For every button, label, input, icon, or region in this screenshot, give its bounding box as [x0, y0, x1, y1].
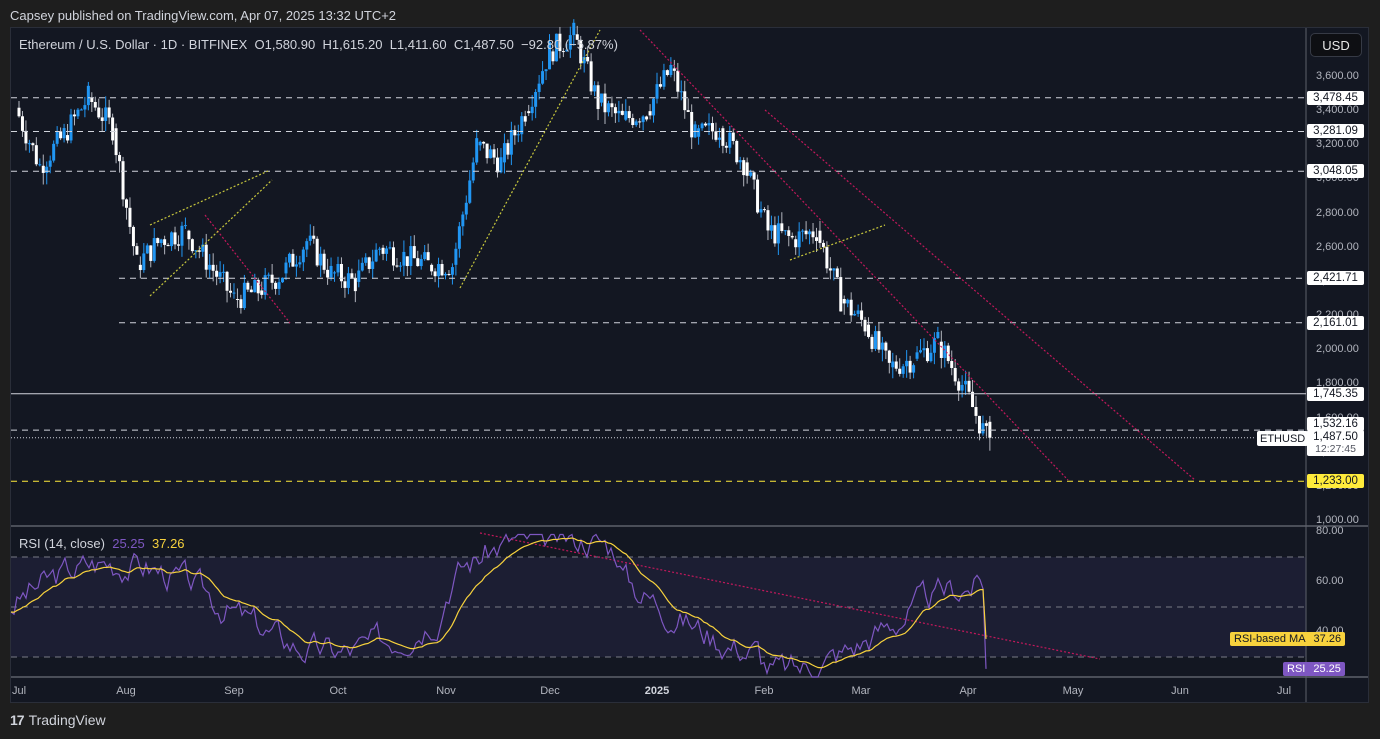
time-tick: Dec [540, 685, 560, 697]
price-tick: 3,600.00 [1316, 70, 1359, 82]
trendline-red-2 [764, 109, 1196, 481]
ohlc-change: −92.80 (−5.87%) [521, 37, 618, 52]
last-price: 1,487.50 [1313, 431, 1358, 443]
rsi-ma-line [10, 537, 987, 669]
time-tick: 2025 [644, 685, 670, 697]
time-tick: Jun [1171, 685, 1189, 697]
rsi-tag: RSI 25.25 [1283, 662, 1345, 676]
rsi-legend: RSI (14, close) 25.25 37.26 [19, 536, 185, 551]
price-tick: 3,400.00 [1316, 104, 1359, 117]
trendline-yellow-3 [459, 29, 601, 289]
trendline-yellow-1 [149, 170, 269, 226]
rsi-line [10, 533, 987, 678]
last-price-label: 1,487.50 12:27:45 [1307, 430, 1364, 456]
ohlc-high: H1,615.20 [322, 37, 383, 52]
price-tick: 1,000.00 [1316, 514, 1359, 526]
currency-button[interactable]: USD [1310, 33, 1362, 57]
ohlc-low: L1,411.60 [389, 37, 447, 52]
price-level-label: 2,421.71 [1307, 271, 1364, 286]
rsi-value: 25.25 [112, 536, 145, 551]
price-level-label: 3,281.09 [1307, 124, 1364, 139]
price-level-label: 3,048.05 [1307, 164, 1364, 179]
rsi-ma-tag-value: 37.26 [1313, 633, 1342, 645]
price-level-label: 1,233.00 [1307, 474, 1364, 489]
time-tick: Sep [224, 685, 244, 697]
tradingview-branding[interactable]: 17 TradingView [10, 712, 106, 728]
symbol-legend: Ethereum / U.S. Dollar · 1D · BITFINEX O… [19, 37, 618, 52]
time-tick: Jul [11, 685, 27, 697]
trendline-yellow-2 [149, 179, 273, 297]
rsi-tag-label: RSI [1287, 663, 1306, 675]
rsi-ma-tag-label: RSI-based MA [1234, 633, 1306, 645]
time-tick: May [1062, 685, 1084, 697]
rsi-tag-value: 25.25 [1313, 663, 1341, 675]
price-tick: 2,800.00 [1316, 206, 1359, 219]
time-tick: Apr [959, 685, 977, 697]
ohlc-close: C1,487.50 [453, 37, 514, 52]
time-tick: Jul [1276, 685, 1292, 697]
price-tick: 2,600.00 [1316, 240, 1359, 253]
trendline-red-1 [639, 29, 1069, 481]
symbol-title: Ethereum / U.S. Dollar · 1D · BITFINEX [19, 37, 248, 52]
time-tick: Oct [329, 685, 347, 697]
branding-text: TradingView [28, 712, 106, 728]
time-tick: Nov [436, 685, 456, 697]
publisher-line: Capsey published on TradingView.com, Apr… [10, 8, 397, 23]
ohlc-open: O1,580.90 [254, 37, 316, 52]
trendline-yellow-4 [789, 224, 886, 261]
rsi-title: RSI (14, close) [19, 536, 105, 551]
time-tick: Mar [851, 685, 871, 697]
symbol-tag: ETHUSD [1257, 431, 1309, 446]
rsi-tick: 60.00 [1316, 575, 1344, 587]
price-tick: 1,800.00 [1316, 377, 1359, 390]
price-level-label: 1,532.16 [1307, 417, 1364, 431]
rsi-ma-value: 37.26 [152, 536, 185, 551]
price-level-label: 1,745.35 [1307, 386, 1364, 401]
rsi-ma-tag: RSI-based MA 37.26 [1230, 632, 1346, 646]
time-tick: Aug [116, 685, 136, 697]
price-tick: 3,200.00 [1316, 138, 1359, 151]
time-tick: Feb [754, 685, 774, 697]
candles [17, 19, 992, 451]
price-tick: 2,000.00 [1316, 343, 1359, 356]
tradingview-logo-icon: 17 [10, 712, 25, 728]
trendline-red-3 [204, 214, 291, 324]
rsi-tick: 80.00 [1316, 525, 1344, 537]
price-level-label: 2,161.01 [1307, 315, 1364, 330]
bar-countdown: 12:27:45 [1315, 443, 1356, 455]
price-level-label: 3,478.45 [1307, 90, 1364, 105]
rsi-trendline [479, 532, 1101, 660]
